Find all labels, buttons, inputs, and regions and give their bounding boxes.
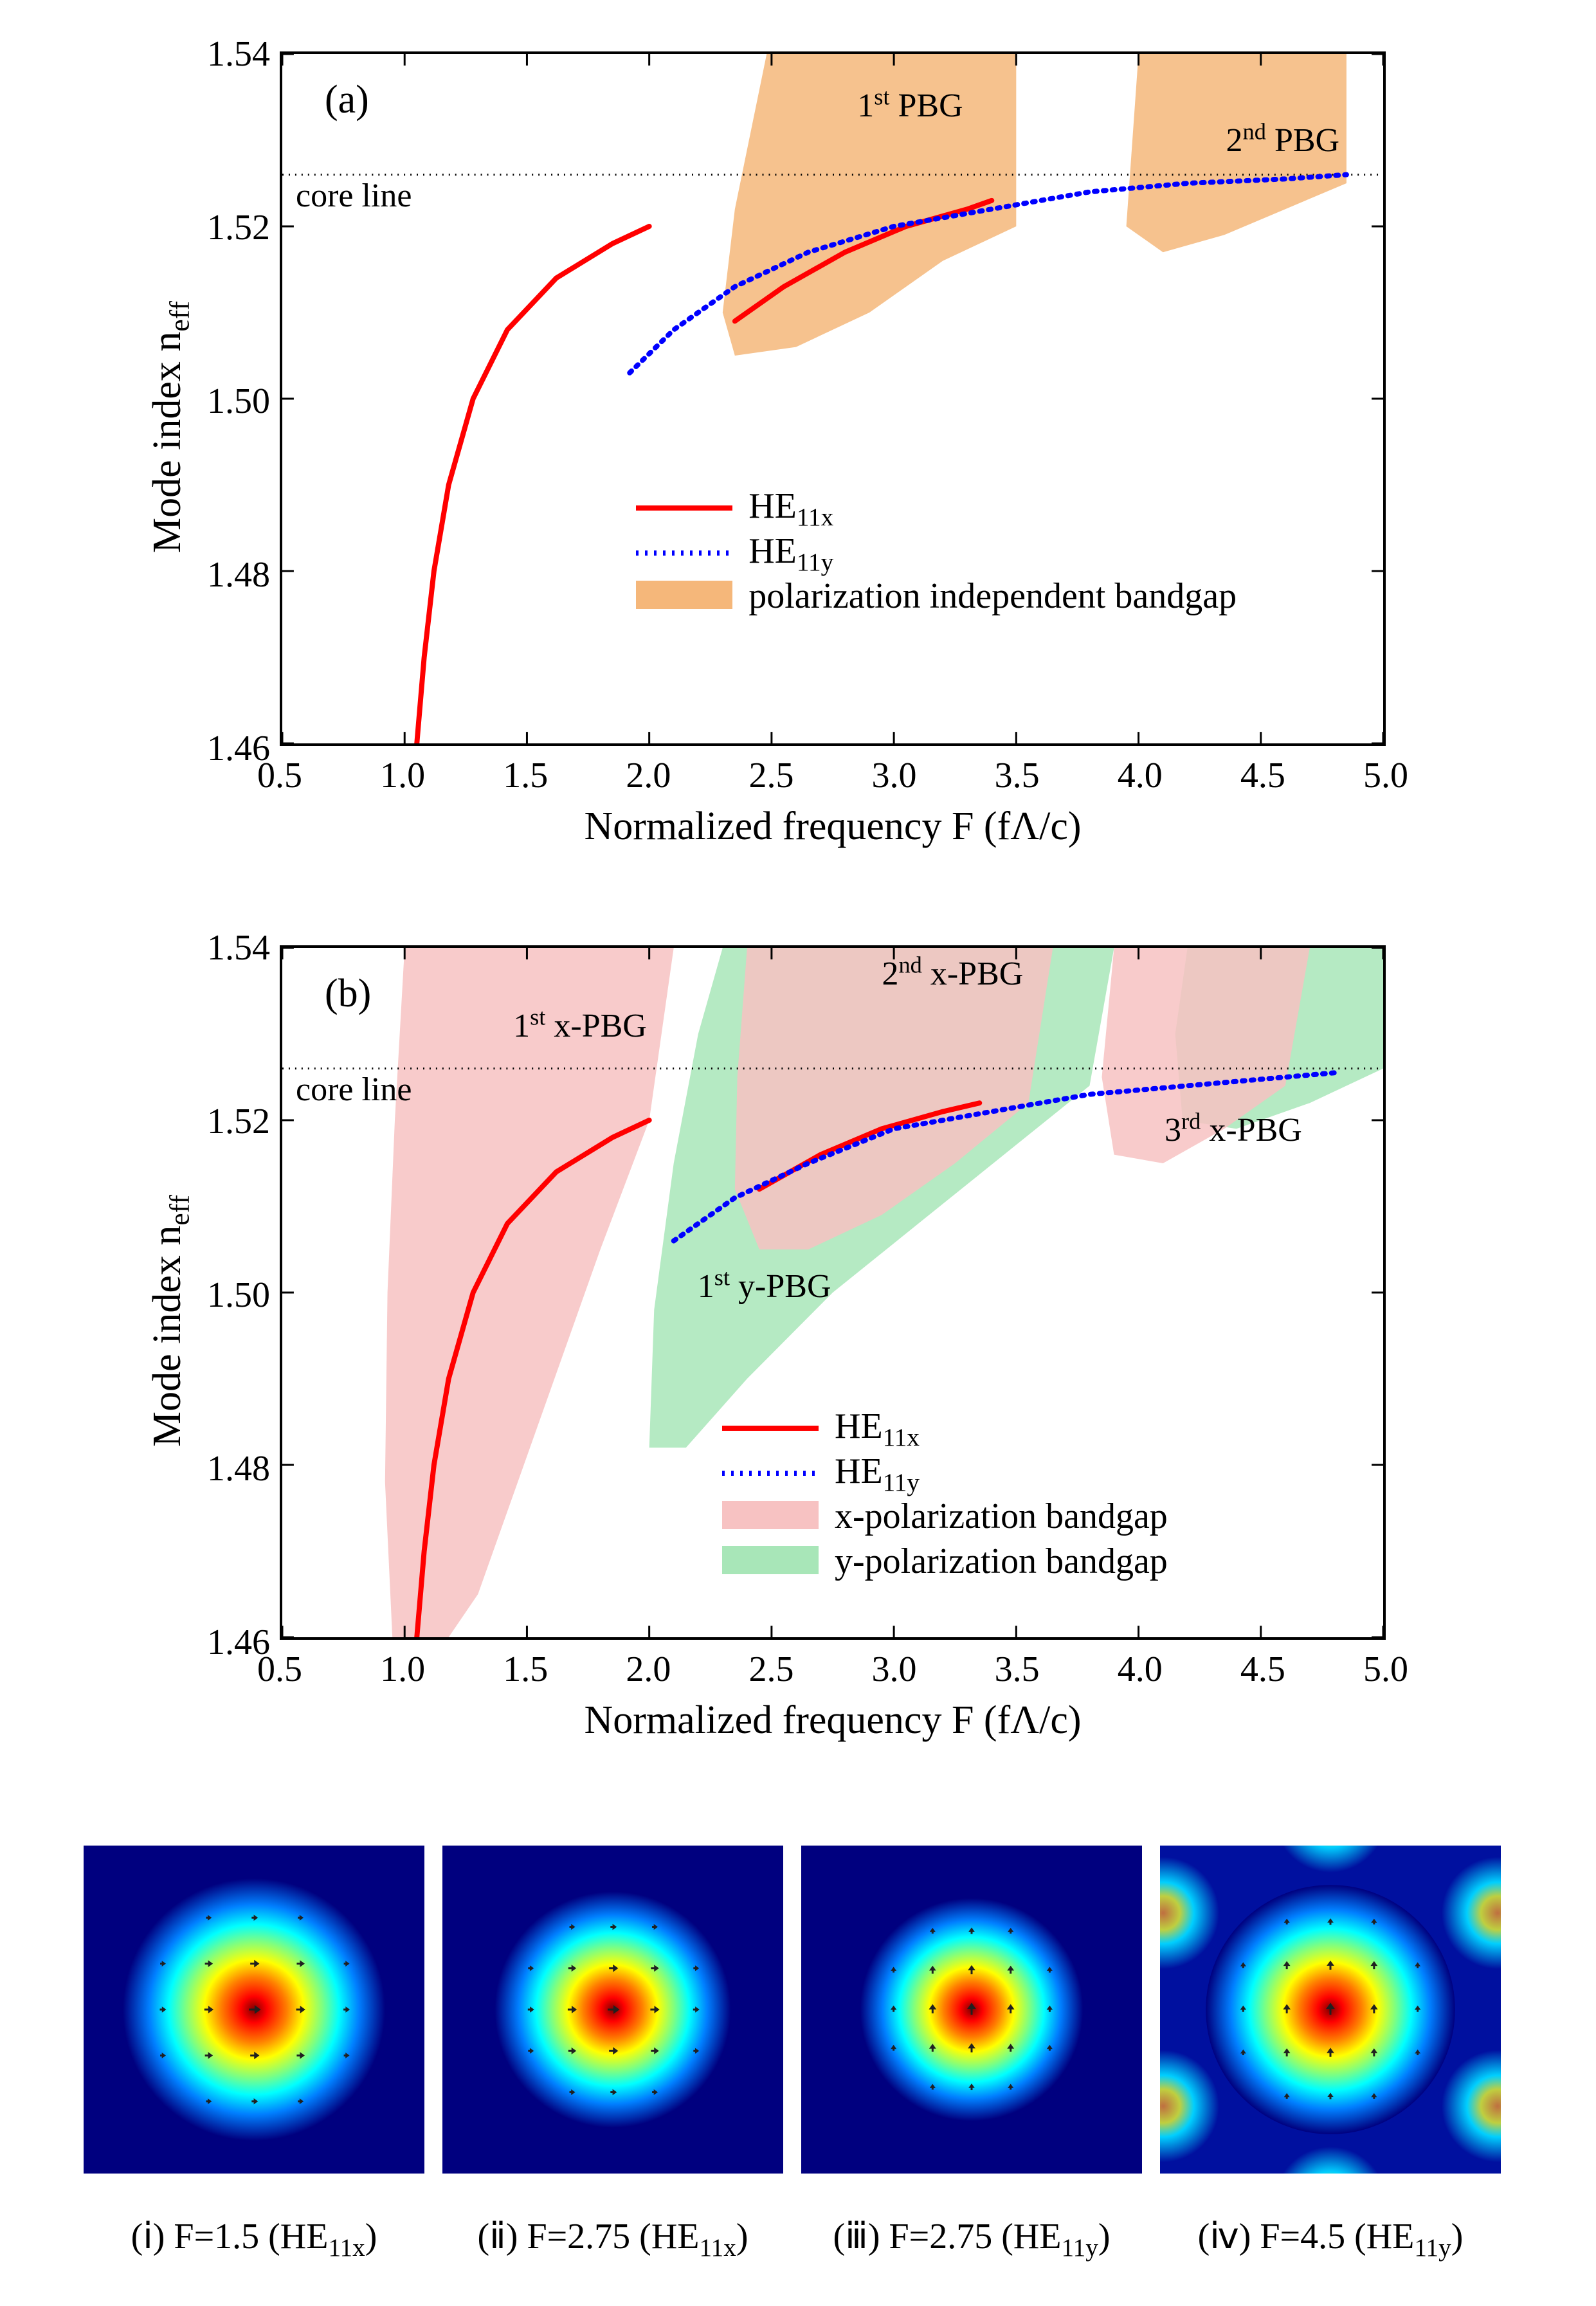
panel-a-core-line-label: core line (296, 177, 412, 215)
panel-a-xtick: 4.0 (1114, 755, 1166, 796)
panel-b-legend-label-3: y-polarization bandgap (835, 1541, 1168, 1582)
mode-image-2 (801, 1846, 1142, 2174)
panel-a-xtick: 4.5 (1237, 755, 1289, 796)
panel-b-plot (280, 945, 1386, 1640)
panel-a-plot (280, 51, 1386, 746)
panel-a-ytick: 1.50 (180, 381, 270, 422)
panel-b-letter: (b) (325, 971, 371, 1017)
mode-caption-0: (ⅰ) F=1.5 (HE11x) (84, 2215, 424, 2257)
mode-caption-2: (ⅲ) F=2.75 (HE11y) (801, 2215, 1142, 2257)
mode-image-0 (84, 1846, 424, 2174)
panel-b-xtick: 5.0 (1360, 1649, 1411, 1690)
mode-caption-1: (ⅱ) F=2.75 (HE11x) (442, 2215, 783, 2257)
panel-a-xtick: 5.0 (1360, 755, 1411, 796)
panel-b-ypbg-label-0: 1st y-PBG (698, 1267, 831, 1305)
panel-b-xtick: 4.5 (1237, 1649, 1289, 1690)
panel-a-pbg-label-0: 1st PBG (857, 87, 963, 125)
panel-a-xtick: 1.0 (377, 755, 428, 796)
panel-b-legend-swatch-0 (722, 1422, 819, 1428)
panel-a-legend-swatch-2 (636, 581, 732, 609)
panel-a-letter: (a) (325, 77, 369, 123)
panel-a-ylabel: Mode index neff (145, 301, 190, 553)
panel-a-xlabel: Normalized frequency F (fΛ/c) (576, 804, 1090, 849)
panel-a-pbg-label-1: 2nd PBG (1226, 122, 1340, 159)
panel-a-ytick: 1.52 (180, 207, 270, 248)
panel-a-ytick: 1.46 (180, 728, 270, 769)
panel-a-legend-label-1: HE11y (748, 531, 833, 572)
panel-b-legend-swatch-3 (722, 1546, 819, 1574)
panel-b-xtick: 3.0 (869, 1649, 920, 1690)
panel-b-xtick: 4.0 (1114, 1649, 1166, 1690)
panel-b-legend-swatch-1 (722, 1467, 819, 1473)
panel-a-legend-swatch-1 (636, 547, 732, 552)
panel-b-xtick: 2.0 (622, 1649, 674, 1690)
panel-a-xtick: 2.0 (622, 755, 674, 796)
panel-b-xtick: 1.0 (377, 1649, 428, 1690)
panel-a-legend-label-2: polarization independent bandgap (748, 576, 1237, 617)
mode-image-row (84, 1846, 1501, 2174)
panel-a-ytick: 1.54 (180, 33, 270, 75)
panel-b-legend-label-0: HE11x (835, 1406, 920, 1447)
panel-a-legend-swatch-0 (636, 502, 732, 507)
panel-b-legend-label-1: HE11y (835, 1451, 920, 1492)
panel-b-ytick: 1.52 (180, 1101, 270, 1142)
panel-b-xpbg-label-1: 2nd x-PBG (882, 955, 1023, 993)
panel-b-xtick: 2.5 (745, 1649, 797, 1690)
panel-b-legend-label-2: x-polarization bandgap (835, 1496, 1168, 1537)
panel-b-ytick: 1.46 (180, 1622, 270, 1663)
panel-b-ytick: 1.54 (180, 927, 270, 968)
mode-caption-3: (ⅳ) F=4.5 (HE11y) (1160, 2215, 1501, 2257)
panel-b-ytick: 1.50 (180, 1275, 270, 1316)
panel-b-xlabel: Normalized frequency F (fΛ/c) (576, 1698, 1090, 1743)
panel-b-ytick: 1.48 (180, 1448, 270, 1489)
panel-b-legend-swatch-2 (722, 1501, 819, 1529)
panel-b-xtick: 1.5 (500, 1649, 551, 1690)
panel-b-core-line-label: core line (296, 1071, 412, 1109)
panel-a-xtick: 2.5 (745, 755, 797, 796)
panel-b-xpbg-label-2: 3rd x-PBG (1165, 1111, 1302, 1149)
panel-b-ylabel: Mode index neff (145, 1195, 190, 1447)
panel-a-legend-label-0: HE11x (748, 486, 833, 527)
panel-a-ytick: 1.48 (180, 554, 270, 595)
panel-a-xtick: 3.0 (869, 755, 920, 796)
mode-image-1 (442, 1846, 783, 2174)
panel-b-xtick: 3.5 (992, 1649, 1043, 1690)
panel-a-xtick: 3.5 (992, 755, 1043, 796)
panel-b-xpbg-label-0: 1st x-PBG (513, 1007, 647, 1045)
panel-a-xtick: 1.5 (500, 755, 551, 796)
mode-image-3 (1160, 1846, 1501, 2174)
